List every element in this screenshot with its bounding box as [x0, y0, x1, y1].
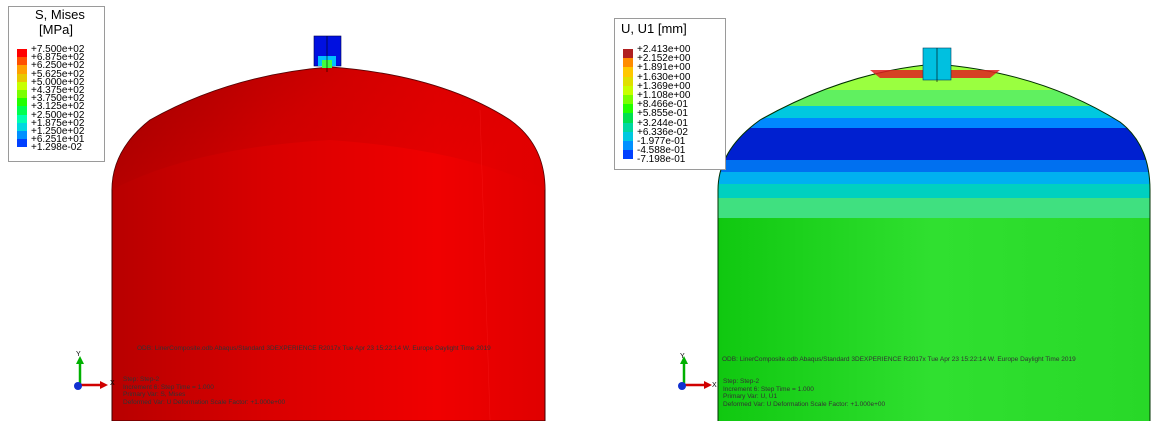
- legend-value: +5.625e+02: [31, 68, 85, 80]
- legend-swatch: [17, 57, 27, 66]
- legend-swatch: [623, 67, 633, 77]
- legend-swatch: [17, 73, 27, 82]
- legend-swatch: [17, 81, 27, 90]
- legend-value: +1.891e+00: [637, 62, 691, 74]
- legend-value: +6.251e+01: [31, 134, 85, 146]
- legend-swatch: [17, 65, 27, 74]
- primary-var-line: Primary Var: U, U1: [723, 393, 778, 400]
- triad-y-label: Y: [76, 351, 81, 358]
- legend-swatch: [17, 122, 27, 131]
- triad-x-label: X: [110, 380, 115, 387]
- legend-swatch: [623, 104, 633, 114]
- triad-y-label: Y: [680, 353, 685, 360]
- legend-swatch: [623, 76, 633, 86]
- legend-swatch: [623, 85, 633, 95]
- legend-swatch: [17, 49, 27, 58]
- deformed-var-line: Deformed Var: U Deformation Scale Factor…: [723, 400, 886, 408]
- legend-value: +5.855e-01: [637, 108, 688, 120]
- legend-swatch: [623, 141, 633, 151]
- step-line: Step: Step-2: [123, 376, 160, 383]
- legend-unit: [MPa]: [39, 22, 73, 37]
- odb-info-line: ODB: LinerComposite.odb Abaqus/Standard …: [137, 345, 491, 352]
- legend-title: U, U1 [mm]: [621, 21, 687, 36]
- vessel-dome: [112, 67, 545, 190]
- u1-legend: U, U1 [mm] +2.413e+00 +2.152e+00 +1.891e+0…: [614, 18, 726, 170]
- legend-swatch: [623, 131, 633, 141]
- legend-swatch: [623, 49, 633, 59]
- axis-triad: [74, 356, 108, 390]
- legend-swatch: [17, 131, 27, 140]
- u1-displacement-panel: U, U1 [mm] +2.413e+00 +2.152e+00 +1.891e+0…: [600, 0, 1151, 421]
- legend-value: +8.466e-01: [637, 99, 688, 111]
- legend-value: +1.369e+00: [637, 80, 691, 92]
- legend-swatch: [17, 90, 27, 99]
- u1-contour-plot: [717, 47, 1151, 421]
- legend-swatch: [623, 122, 633, 132]
- legend-swatch: [623, 150, 633, 160]
- legend-swatch: [17, 98, 27, 107]
- legend-value: +2.500e+02: [31, 109, 85, 121]
- legend-value: +6.250e+02: [31, 60, 85, 72]
- legend-value: +1.250e+02: [31, 126, 85, 137]
- legend-swatch: [17, 139, 27, 148]
- legend-value: +3.244e-01: [637, 117, 688, 129]
- legend-value: +1.108e+00: [637, 90, 691, 101]
- mises-legend: S, Mises [MPa] +7.500e+02 +6.875e+02 +6.25…: [8, 6, 105, 162]
- legend-swatch: [623, 95, 633, 105]
- legend-value: +5.000e+02: [31, 76, 85, 88]
- mesh-line: [479, 109, 491, 421]
- legend-title: S, Mises: [35, 7, 85, 22]
- legend-value: +1.630e+00: [637, 71, 691, 83]
- legend-value: +3.750e+02: [31, 93, 85, 105]
- increment-line: Increment 6: Step Time = 1.000: [123, 383, 214, 391]
- legend-swatch: [17, 106, 27, 115]
- legend-value: +1.875e+02: [31, 117, 85, 129]
- legend-value: -1.977e-01: [637, 136, 686, 147]
- axis-triad: [678, 356, 712, 390]
- vessel-body: [718, 64, 1150, 421]
- increment-line: Increment 6: Step Time = 1.000: [723, 385, 814, 393]
- legend-value: +2.152e+00: [637, 53, 691, 65]
- odb-info-line: ODB: LinerComposite.odb Abaqus/Standard …: [722, 356, 1076, 363]
- legend-value: +1.298e-02: [31, 142, 82, 154]
- legend-value: +7.500e+02: [31, 44, 85, 55]
- legend-value: +3.125e+02: [31, 101, 85, 113]
- primary-var-line: Primary Var: S, Mises: [123, 391, 186, 398]
- legend-swatch: [17, 114, 27, 123]
- legend-swatch: [623, 113, 633, 123]
- mises-stress-panel: S, Mises [MPa] +7.500e+02 +6.875e+02 +6.25…: [0, 0, 560, 421]
- deformed-var-line: Deformed Var: U Deformation Scale Factor…: [123, 398, 286, 406]
- triad-x-label: X: [712, 382, 717, 389]
- legend-value: +6.336e-02: [637, 126, 688, 138]
- legend-value: +2.413e+00: [637, 44, 691, 55]
- legend-value: +4.375e+02: [31, 85, 85, 96]
- legend-value: -4.588e-01: [637, 145, 686, 157]
- mises-contour-plot: [111, 35, 546, 421]
- legend-value: +6.875e+02: [31, 52, 85, 64]
- step-line: Step: Step-2: [723, 378, 760, 385]
- legend-value: -7.198e-01: [637, 154, 686, 166]
- legend-swatch: [623, 58, 633, 68]
